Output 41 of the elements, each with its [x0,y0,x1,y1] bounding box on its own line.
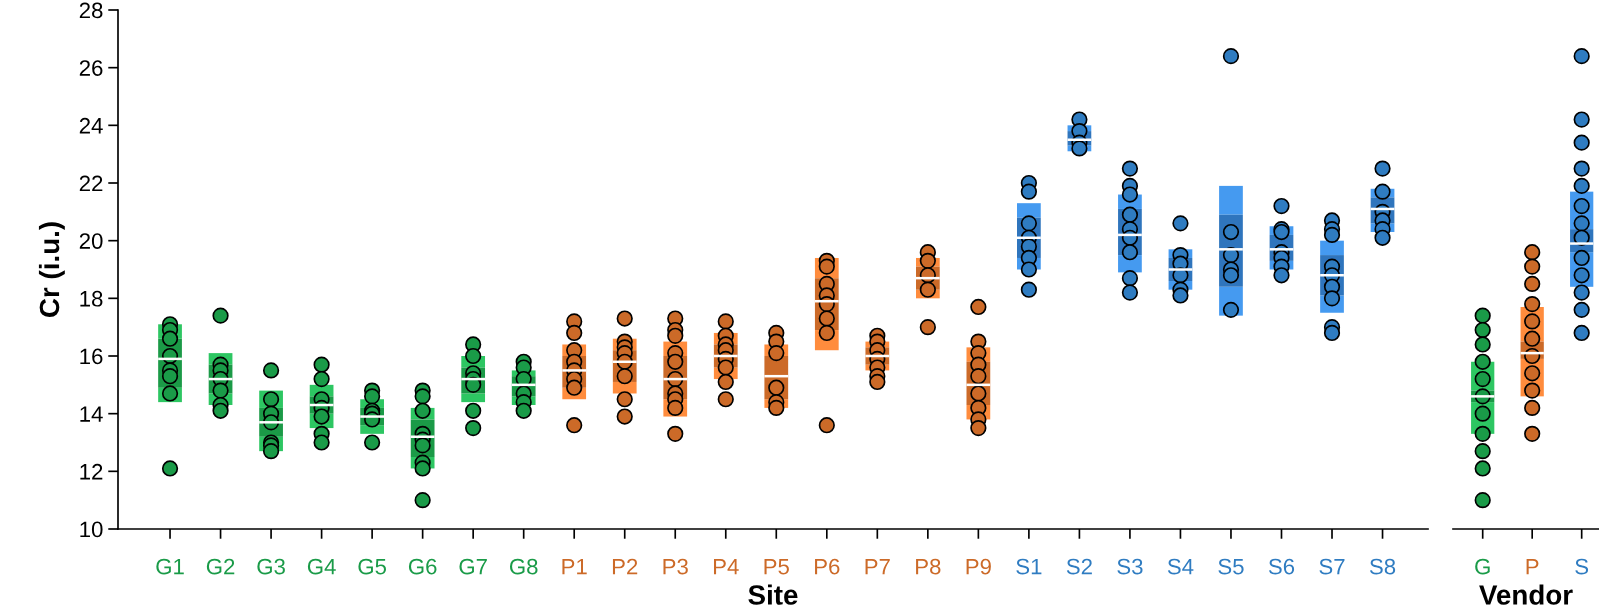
y-tick-label: 14 [80,406,103,422]
x-tick-label: G3 [257,558,285,575]
x-tick-label: P8 [916,558,941,575]
x-axis-title: Site [748,584,798,605]
x-tick-label: G8 [509,558,538,575]
x-tick-label: P7 [865,558,890,575]
y-tick-label: 18 [80,290,103,307]
x-tick-label: P9 [966,558,991,575]
y-tick-label: 28 [79,2,103,19]
x-tick-label: S8 [1369,558,1396,575]
x-tick-label: S5 [1218,558,1244,575]
y-tick-label: 12 [80,463,103,480]
x-tick-label: G6 [408,558,437,575]
x-tick-label: G4 [307,558,336,575]
y-tick-label: 16 [80,348,103,365]
x-tick-label: P5 [764,558,789,575]
x-tick-label: S3 [1117,558,1143,575]
x-tick-label: P6 [815,558,840,575]
x-tick-label: P2 [612,558,638,575]
x-tick-label: S4 [1167,558,1194,575]
y-axis-title: Cr (i.u.) [38,222,65,317]
y-tick-label: 22 [79,175,103,192]
x-tick-label: G2 [206,558,235,575]
x-tick-label: G [1475,558,1490,575]
x-tick-label: P4 [714,558,739,575]
x-tick-label: G1 [156,558,184,575]
x-tick-label: S2 [1066,558,1092,575]
x-tick-label: G7 [459,558,487,575]
y-tick-label: 26 [79,60,103,76]
x-tick-label: S [1575,558,1589,575]
x-tick-label: P [1526,558,1539,575]
y-tick-label: 24 [79,117,103,134]
x-tick-label: G5 [358,558,387,575]
x-tick-label: S6 [1268,558,1295,575]
y-tick-label: 10 [80,521,103,538]
x-tick-label: S1 [1016,558,1042,575]
y-tick-label: 20 [79,233,103,249]
x-axis-title: Vendor [1479,584,1573,605]
x-tick-label: P3 [663,558,688,575]
x-tick-label: S7 [1319,558,1345,575]
x-tick-label: P1 [562,558,587,575]
